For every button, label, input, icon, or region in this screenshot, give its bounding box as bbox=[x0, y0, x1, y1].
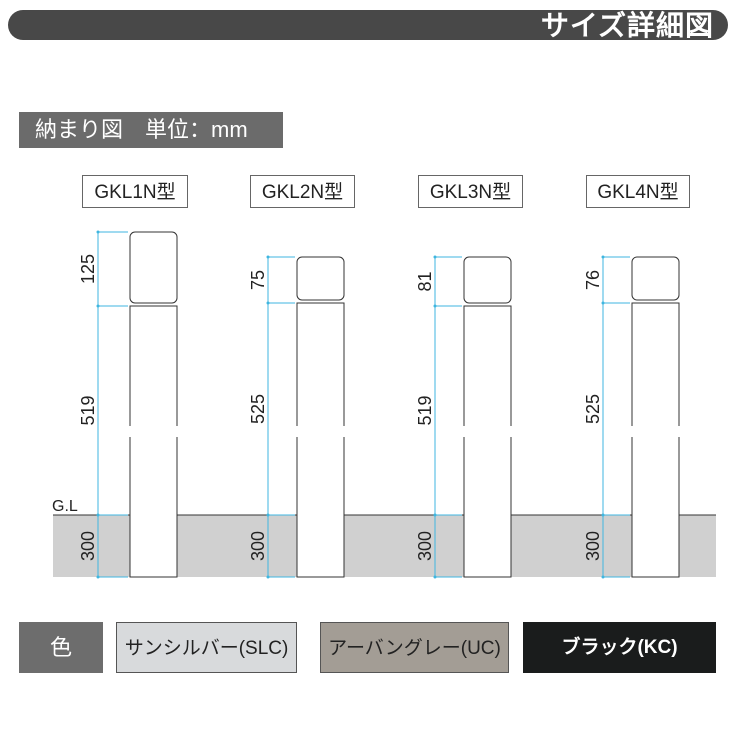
dimension-tick bbox=[433, 575, 437, 579]
dimension-body-label: 519 bbox=[415, 395, 435, 425]
dimension-tick bbox=[96, 575, 100, 579]
post-body bbox=[631, 302, 680, 578]
model-label-gkl3n: GKL3N型 bbox=[418, 175, 523, 208]
header-bar: サイズ詳細図 bbox=[8, 10, 728, 41]
post-cap bbox=[631, 256, 680, 301]
dimension-body-label: 525 bbox=[248, 394, 268, 424]
break-gap bbox=[463, 426, 512, 437]
dimension-tick bbox=[601, 255, 605, 259]
model-label-gkl1n: GKL1N型 bbox=[82, 175, 188, 208]
post-body bbox=[129, 305, 178, 578]
dimension-tick bbox=[601, 301, 605, 305]
dimension-buried-label: 300 bbox=[583, 531, 603, 561]
color-label: 色 bbox=[19, 622, 103, 673]
dimension-cap-label: 75 bbox=[248, 270, 268, 290]
dimension-tick bbox=[601, 575, 605, 579]
break-gap bbox=[129, 426, 178, 437]
post-body bbox=[463, 305, 512, 578]
dimension-tick bbox=[601, 513, 605, 517]
dimension-body-label: 519 bbox=[78, 395, 98, 425]
dimension-body-label: 525 bbox=[583, 394, 603, 424]
header-title: サイズ詳細図 bbox=[540, 10, 714, 41]
section-label: 納まり図 単位：mm bbox=[19, 112, 283, 148]
dimension-tick bbox=[96, 230, 100, 234]
dimension-tick bbox=[433, 255, 437, 259]
color-swatch-silver: サンシルバー(SLC) bbox=[116, 622, 297, 673]
break-gap bbox=[296, 426, 345, 437]
dimension-tick bbox=[433, 304, 437, 308]
post-cap bbox=[296, 256, 345, 301]
post-cap bbox=[129, 231, 178, 304]
dimension-tick bbox=[266, 513, 270, 517]
dimension-tick bbox=[266, 575, 270, 579]
dimension-tick bbox=[96, 304, 100, 308]
dimension-buried-label: 300 bbox=[78, 531, 98, 561]
dimension-cap-label: 125 bbox=[78, 254, 98, 284]
dimension-tick bbox=[96, 513, 100, 517]
model-label-gkl2n: GKL2N型 bbox=[250, 175, 355, 208]
post-cap bbox=[463, 256, 512, 304]
break-gap bbox=[631, 426, 680, 437]
dimension-cap-label: 81 bbox=[415, 271, 435, 291]
dimension-buried-label: 300 bbox=[248, 531, 268, 561]
dimension-buried-label: 300 bbox=[415, 531, 435, 561]
model-label-gkl4n: GKL4N型 bbox=[586, 175, 690, 208]
dimension-cap-label: 76 bbox=[583, 270, 603, 290]
color-swatch-urban-grey: アーバングレー(UC) bbox=[320, 622, 509, 673]
color-swatch-black: ブラック(KC) bbox=[523, 622, 716, 673]
post-body bbox=[296, 302, 345, 578]
dimension-tick bbox=[266, 255, 270, 259]
ground-label: G.L bbox=[52, 498, 78, 515]
dimension-tick bbox=[266, 301, 270, 305]
dimension-tick bbox=[433, 513, 437, 517]
